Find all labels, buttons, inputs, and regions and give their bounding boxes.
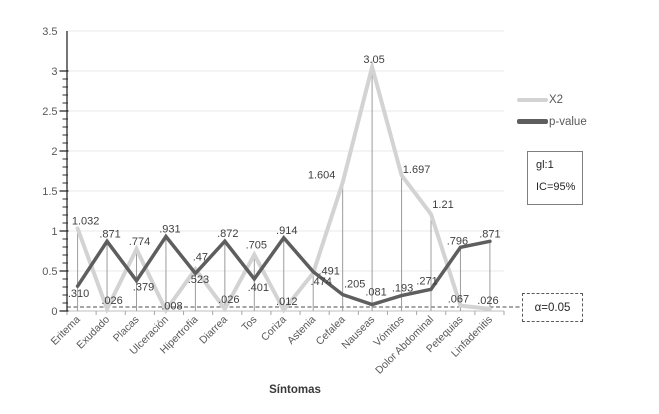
category-label: Exudado	[74, 314, 112, 352]
category-label: Astenia	[285, 314, 318, 347]
category-label: Tos	[239, 314, 259, 334]
data-label-p-value: .871	[479, 228, 500, 240]
data-label-x2: .026	[477, 295, 498, 307]
legend-label-x2: X2	[549, 93, 564, 106]
data-label-p-value: .310	[68, 288, 89, 300]
alpha-threshold-box: α=0.05	[522, 293, 583, 322]
data-label-x2: .705	[246, 240, 267, 252]
data-label-p-value: .193	[392, 283, 413, 295]
data-label-x2: .067	[448, 294, 469, 306]
data-label-x2: .008	[161, 300, 182, 312]
data-label-p-value: .47	[193, 251, 208, 263]
stats-info-box: gl:1 IC=95%	[527, 151, 583, 205]
data-label-p-value: .872	[217, 228, 238, 240]
y-tick-label: 0.5	[42, 266, 57, 278]
data-label-p-value: .271	[416, 275, 437, 287]
y-tick-label: 0	[51, 306, 57, 318]
y-tick-label: 2.5	[42, 106, 57, 118]
series-line-x2	[75, 59, 492, 315]
legend-item-x2: X2	[517, 89, 587, 110]
ic-text: IC=95%	[536, 181, 576, 193]
data-label-x2: .026	[218, 294, 239, 306]
data-label-p-value: .081	[365, 287, 386, 299]
y-tick-label: 2	[51, 146, 57, 158]
data-label-p-value: .401	[248, 282, 269, 294]
data-label-p-value: .871	[99, 228, 120, 240]
data-label-x2: .523	[188, 274, 209, 286]
category-label: Nauseas	[339, 314, 377, 352]
data-label-x2: 1.697	[403, 164, 431, 176]
data-label-p-value: .491	[318, 266, 339, 278]
y-tick-label: 1	[51, 226, 57, 238]
y-tick-label: 1.5	[42, 186, 57, 198]
data-label-x2: 1.21	[432, 199, 453, 211]
data-label-p-value: .796	[447, 235, 468, 247]
category-label: Diarrea	[197, 314, 230, 347]
chart-legend: X2 p-value	[517, 89, 587, 133]
gl-text: gl:1	[536, 159, 554, 171]
x2-line-swatch	[517, 97, 548, 102]
data-label-p-value: .914	[276, 225, 297, 237]
legend-label-p-value: p-value	[549, 115, 587, 128]
data-label-p-value: .931	[159, 224, 180, 236]
x-axis-title: Síntomas	[269, 384, 321, 396]
data-label-x2: 3.05	[363, 54, 384, 66]
alpha-label: α=0.05	[534, 301, 571, 314]
data-label-p-value: .379	[133, 282, 154, 294]
p-value-line-swatch	[517, 119, 548, 124]
data-label-p-value: .205	[344, 279, 365, 291]
data-label-x2: 1.032	[72, 215, 100, 227]
data-label-x2: .474	[310, 276, 331, 288]
data-label-x2: .026	[101, 295, 122, 307]
legend-item-p-value: p-value	[517, 111, 587, 132]
series-line-p-value	[75, 233, 492, 307]
y-tick-label: 3.5	[42, 26, 57, 38]
y-tick-label: 3	[51, 66, 57, 78]
data-label-x2: .774	[129, 236, 150, 248]
data-label-x2: .012	[276, 296, 297, 308]
data-label-x2: 1.604	[308, 170, 336, 182]
